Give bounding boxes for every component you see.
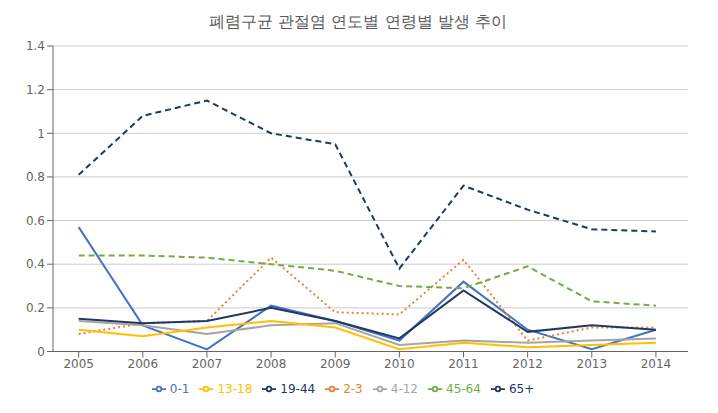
svg-text:2010: 2010: [384, 357, 415, 371]
svg-text:2009: 2009: [320, 357, 351, 371]
svg-text:2013: 2013: [577, 357, 608, 371]
html-text:13-18: 13-18: [217, 381, 253, 396]
html-text:4-12: 4-12: [390, 381, 418, 396]
svg-text:2007: 2007: [192, 357, 223, 371]
svg-text:1.2: 1.2: [26, 83, 45, 97]
svg-text:0.2: 0.2: [26, 301, 45, 315]
svg-text:0.6: 0.6: [26, 214, 45, 228]
html-text:폐렴구균 관절염 연도별 연령별 발생 추이: 폐렴구균 관절염 연도별 연령별 발생 추이: [209, 12, 507, 31]
html-text:19-44: 19-44: [280, 381, 316, 396]
svg-text:0.4: 0.4: [26, 257, 45, 271]
html-text:45-64: 45-64: [446, 381, 481, 396]
html-text:0-1: 0-1: [169, 381, 190, 396]
svg-text:2006: 2006: [128, 357, 159, 371]
svg-text:1.4: 1.4: [26, 39, 45, 53]
svg-text:0.8: 0.8: [26, 170, 45, 184]
svg-text:2014: 2014: [641, 357, 672, 371]
svg-text:2011: 2011: [448, 357, 479, 371]
svg-text:2012: 2012: [512, 357, 543, 371]
html-text:2-3: 2-3: [343, 381, 363, 396]
svg-text:1: 1: [37, 127, 45, 141]
svg-text:2008: 2008: [256, 357, 287, 371]
svg-text:2005: 2005: [63, 357, 94, 371]
svg-text:0: 0: [37, 345, 45, 359]
html-text:65+: 65+: [508, 381, 535, 396]
